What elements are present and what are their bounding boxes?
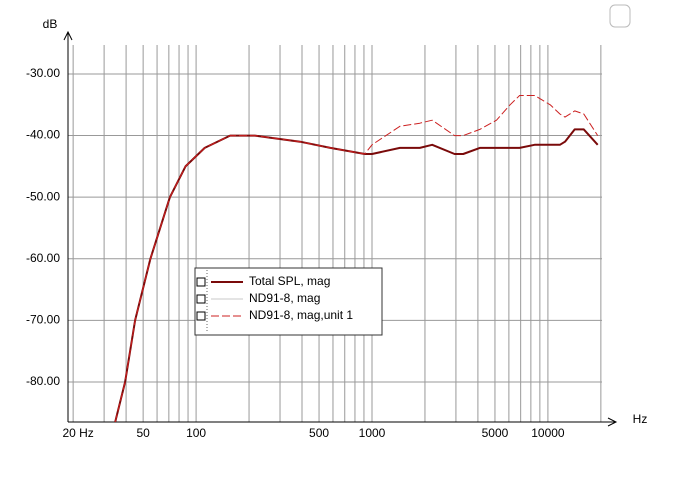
x-tick-label: 10000 xyxy=(531,426,565,440)
plot-area xyxy=(68,45,602,422)
series-line xyxy=(114,95,599,422)
x-tick-label: 50 xyxy=(136,426,150,440)
x-tick-label: 1000 xyxy=(359,426,386,440)
x-axis-arrow xyxy=(607,417,618,427)
legend-label: Total SPL, mag xyxy=(249,274,330,288)
y-axis-arrow xyxy=(63,30,73,41)
y-tick-label: -30.00 xyxy=(26,66,60,80)
legend-label: ND91-8, mag xyxy=(249,291,320,305)
y-tick-label: -80.00 xyxy=(26,374,60,388)
legend-checkbox[interactable] xyxy=(196,277,206,287)
legend-label: ND91-8, mag,unit 1 xyxy=(249,308,353,322)
y-axis-label: dB xyxy=(43,17,58,31)
x-tick-label: 500 xyxy=(309,426,329,440)
y-tick-label: -40.00 xyxy=(26,128,60,142)
x-tick-label: 20 Hz xyxy=(62,426,93,440)
x-tick-label: 100 xyxy=(186,426,206,440)
y-tick-label: -70.00 xyxy=(26,313,60,327)
legend-checkbox[interactable] xyxy=(196,311,206,321)
legend-checkbox[interactable] xyxy=(196,294,206,304)
y-tick-label: -60.00 xyxy=(26,251,60,265)
x-axis-label: Hz xyxy=(633,412,648,426)
ui-checkbox[interactable] xyxy=(609,4,631,28)
x-tick-label: 5000 xyxy=(482,426,509,440)
y-tick-label: -50.00 xyxy=(26,189,60,203)
legend-box xyxy=(194,267,383,336)
